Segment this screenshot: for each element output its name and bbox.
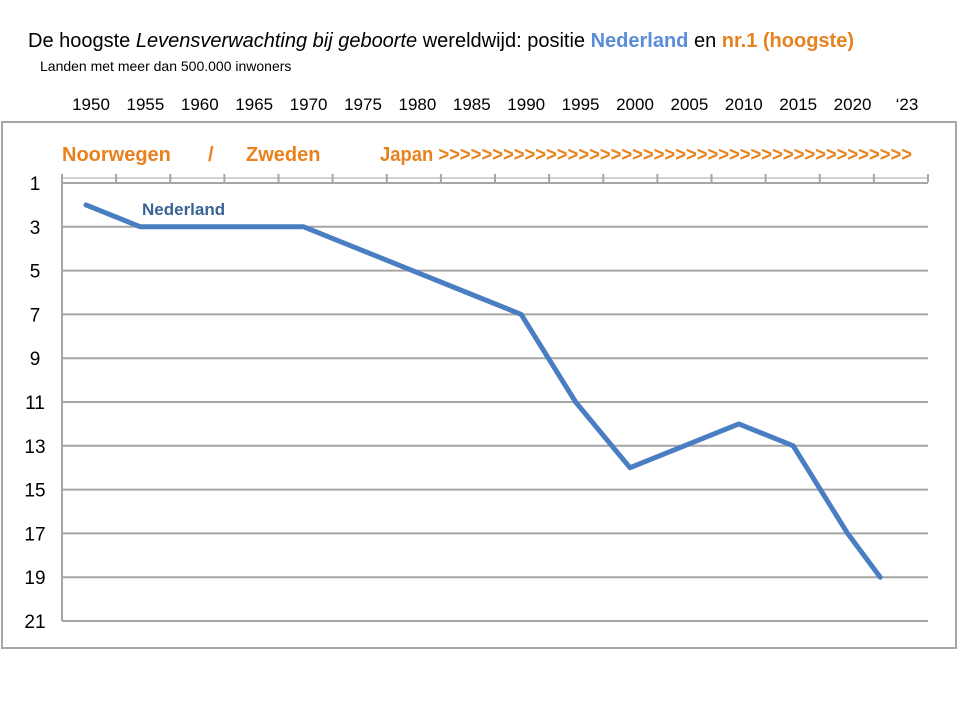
x-tick-label: 1965 [235, 95, 273, 114]
leader-separator: / [208, 144, 214, 166]
leader-norway: Noorwegen [62, 144, 171, 166]
title-highlight-netherlands: Nederland [590, 30, 689, 52]
y-tick-label: 11 [25, 393, 45, 414]
title-italic: Levensverwachting bij geboorte [135, 30, 418, 52]
x-tick-label: 2000 [616, 95, 654, 114]
y-tick-label: 7 [30, 305, 41, 326]
x-tick-label: 2010 [725, 95, 763, 114]
series-label-netherlands: Nederland [142, 200, 225, 219]
x-tick-label: 2020 [834, 95, 872, 114]
y-tick-label: 17 [24, 524, 45, 545]
plot-frame [1, 121, 957, 649]
chart-subtitle: Landen met meer dan 500.000 inwoners [40, 58, 292, 74]
title-part: en [688, 30, 722, 52]
title-part: De hoogste [28, 30, 136, 52]
x-tick-label: 1980 [398, 95, 436, 114]
x-tick-labels: 1950 1955 1960 1965 1970 1975 1980 1985 1990 1995… [72, 95, 918, 114]
series-lines [83, 202, 883, 580]
y-tick-label: 1 [30, 174, 41, 195]
x-tick-label: 2005 [670, 95, 708, 114]
y-tick-label: 5 [30, 262, 41, 283]
title-highlight-number-one: nr.1 (hoogste) [721, 30, 854, 52]
y-tick-label: 13 [24, 437, 45, 458]
title-part: wereldwijd: positie [417, 30, 591, 52]
y-tick-label: 9 [30, 349, 41, 370]
chart-title: De hoogste Levensverwachting bij geboort… [28, 30, 948, 62]
x-tick-label: 1985 [453, 95, 491, 114]
x-tick-label: 1975 [344, 95, 382, 114]
x-tick-label: 1960 [181, 95, 219, 114]
gridlines [61, 174, 929, 622]
leader-labels: Noorwegen / Zweden Japan >>>>>>>>>>>>>>>… [62, 144, 912, 166]
leader-japan: Japan >>>>>>>>>>>>>>>>>>>>>>>>>>>>>>>>>>… [380, 144, 912, 166]
series-line-netherlands [83, 202, 883, 580]
x-tick-label: 1955 [126, 95, 164, 114]
y-tick-label: 3 [30, 218, 41, 239]
leader-sweden: Zweden [246, 144, 320, 166]
x-tick-label: 1970 [290, 95, 328, 114]
x-tick-label: 1990 [507, 95, 545, 114]
x-tick-label: 1950 [72, 95, 110, 114]
y-tick-label: 19 [24, 568, 45, 589]
y-tick-label: 15 [24, 481, 45, 502]
y-tick-label: 21 [24, 612, 45, 633]
x-tick-label: 2015 [779, 95, 817, 114]
x-tick-label: 1995 [562, 95, 600, 114]
x-tick-label: ‘23 [896, 95, 919, 114]
